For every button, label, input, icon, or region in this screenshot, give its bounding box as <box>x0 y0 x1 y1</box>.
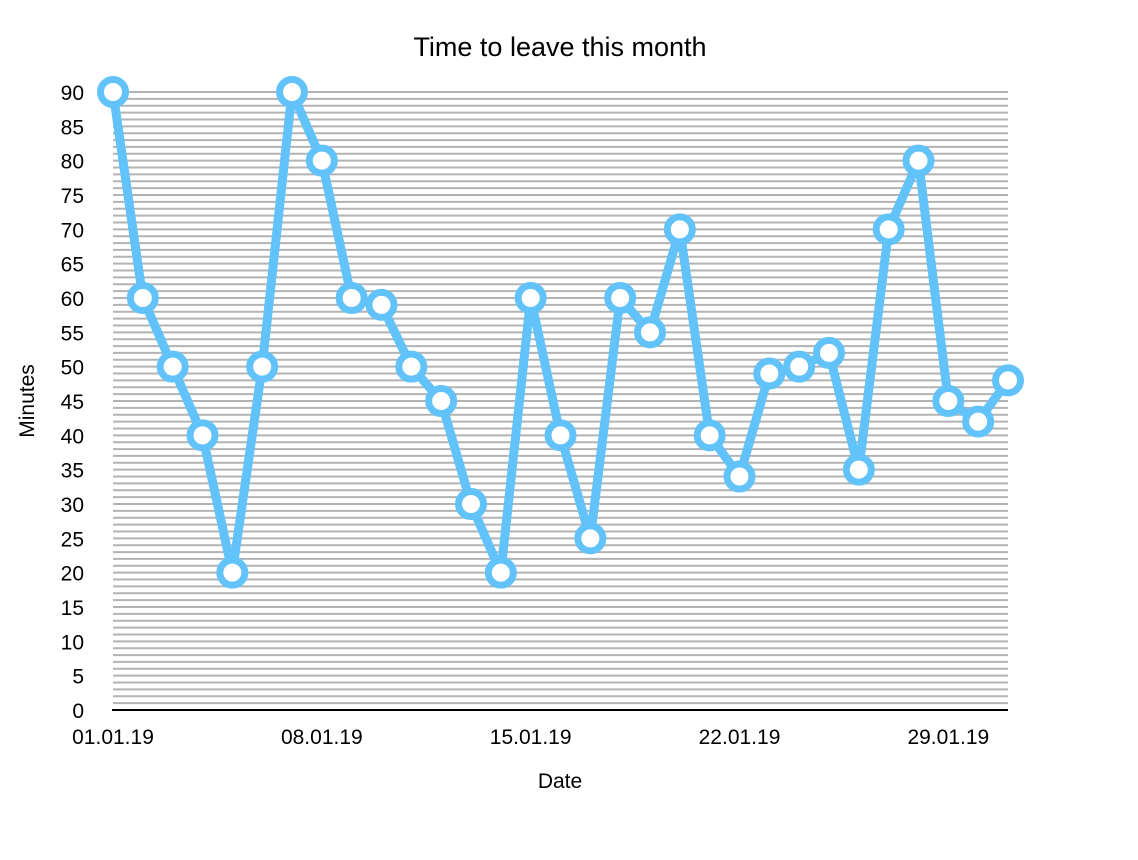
data-point[interactable] <box>604 282 637 314</box>
data-point[interactable] <box>753 357 786 390</box>
data-point[interactable] <box>335 282 368 314</box>
y-tick-label: 25 <box>61 528 84 551</box>
y-tick-label: 5 <box>72 666 84 689</box>
data-point[interactable] <box>97 76 129 108</box>
data-point[interactable] <box>216 556 249 589</box>
x-tick-label: 08.01.19 <box>281 726 363 749</box>
data-point[interactable] <box>783 350 816 383</box>
data-point[interactable] <box>902 144 935 177</box>
data-point[interactable] <box>126 282 159 314</box>
y-tick-label: 85 <box>61 116 84 139</box>
y-tick-label: 75 <box>61 185 84 208</box>
y-tick-label: 40 <box>61 425 84 448</box>
data-point[interactable] <box>962 405 995 438</box>
y-tick-label: 70 <box>61 219 84 242</box>
data-point[interactable] <box>544 419 577 452</box>
data-point[interactable] <box>992 364 1024 397</box>
x-axis-label: Date <box>538 770 582 793</box>
data-point[interactable] <box>932 385 965 417</box>
y-tick-label: 20 <box>61 563 84 586</box>
series-group <box>97 76 1024 589</box>
data-point[interactable] <box>693 419 726 452</box>
y-tick-label: 90 <box>61 82 84 105</box>
y-tick-label: 65 <box>61 254 84 277</box>
data-point[interactable] <box>723 460 756 493</box>
y-tick-label: 35 <box>61 460 84 483</box>
data-point[interactable] <box>842 453 875 486</box>
data-point[interactable] <box>574 522 607 555</box>
data-point[interactable] <box>872 213 905 246</box>
y-tick-label: 15 <box>61 597 84 620</box>
y-tick-label: 55 <box>61 322 84 345</box>
data-point[interactable] <box>484 556 517 589</box>
data-point[interactable] <box>425 385 458 417</box>
y-axis-label: Minutes <box>16 364 39 438</box>
x-tick-label: 01.01.19 <box>72 726 154 749</box>
data-point[interactable] <box>186 419 219 452</box>
x-tick-label: 29.01.19 <box>907 726 989 749</box>
data-point[interactable] <box>276 76 308 108</box>
data-point[interactable] <box>305 144 338 177</box>
data-point[interactable] <box>455 488 487 520</box>
data-point[interactable] <box>634 316 666 349</box>
y-tick-label: 30 <box>61 494 84 517</box>
y-tick-label: 45 <box>61 391 84 414</box>
data-point[interactable] <box>663 213 696 246</box>
x-tick-label: 22.01.19 <box>699 726 781 749</box>
y-tick-label: 80 <box>61 151 84 174</box>
chart-title: Time to leave this month <box>413 32 706 62</box>
y-tick-label: 0 <box>72 700 84 723</box>
data-point[interactable] <box>514 282 547 314</box>
data-point[interactable] <box>813 336 845 369</box>
data-point[interactable] <box>365 288 398 321</box>
grid-lines <box>113 91 1008 705</box>
data-point[interactable] <box>156 350 189 383</box>
data-point[interactable] <box>246 350 279 383</box>
x-axis-ticks: 01.01.19 08.01.19 15.01.19 22.01.19 29.01.19 <box>72 726 989 749</box>
x-tick-label: 15.01.19 <box>490 726 572 749</box>
y-axis-ticks: 0 5 10 15 20 25 30 35 40 45 50 55 60 65 70 75 80 85 90 <box>61 82 84 723</box>
y-tick-label: 60 <box>61 288 84 311</box>
y-tick-label: 50 <box>61 357 84 380</box>
data-point[interactable] <box>395 350 428 383</box>
y-tick-label: 10 <box>61 631 84 654</box>
